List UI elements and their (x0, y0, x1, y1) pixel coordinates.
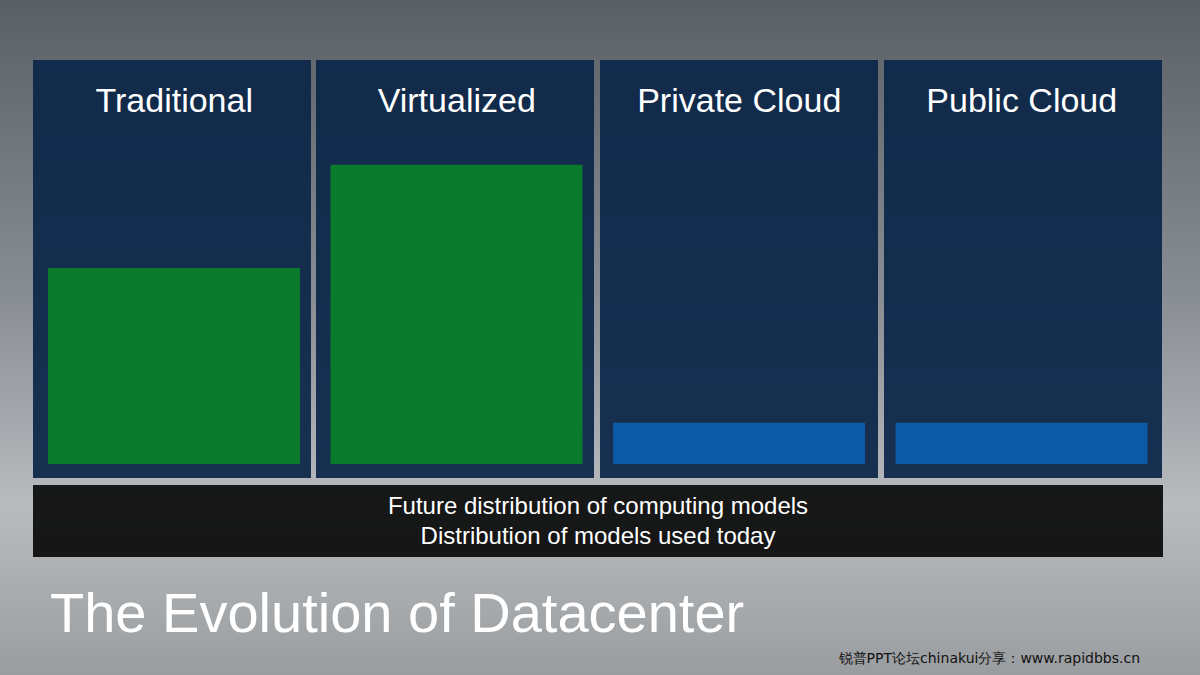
html-text:锐普PPT论坛chinakui分享：www.rapidbbs: 锐普PPT论坛chinakui分享：www.rapidbbs.cn (838, 650, 1140, 666)
html-text:Future distribution of computi: Future distribution of computing models (387, 492, 809, 519)
svg-text:Traditional: Traditional (96, 81, 253, 119)
html-text:The Evolution of Datacenter: The Evolution of Datacenter (50, 581, 745, 644)
html-text:Distribution of models used to: Distribution of models used today (420, 522, 776, 549)
svg-text:Public Cloud: Public Cloud (926, 81, 1117, 119)
svg-text:Virtualized: Virtualized (378, 81, 536, 119)
svg-text:Private Cloud: Private Cloud (637, 81, 841, 119)
